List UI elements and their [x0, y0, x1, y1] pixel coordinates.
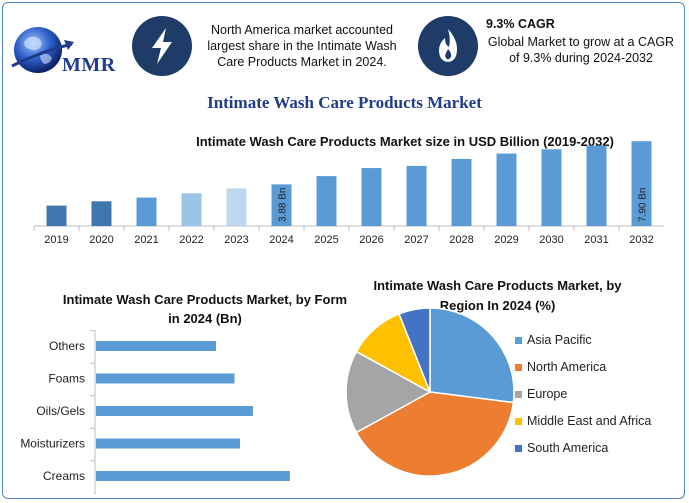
x-tick-label: 2030 [539, 234, 563, 246]
region-fact-text: North America market accounted largest s… [207, 23, 397, 69]
lightning-icon [152, 28, 172, 64]
bar-2028 [451, 158, 472, 226]
legend-label: Asia Pacific [527, 333, 592, 347]
cagr-title: 9.3% CAGR [486, 17, 555, 31]
pie-slice-north-america [355, 391, 515, 477]
bar-2024 [271, 184, 292, 226]
legend-label: North America [527, 360, 606, 374]
y-tick-label: Creams [43, 469, 85, 483]
legend-label: Middle East and Africa [527, 414, 651, 428]
x-tick-label: 2019 [44, 234, 68, 246]
logo-text: MMR [62, 54, 116, 76]
x-tick-label: 2024 [269, 234, 293, 246]
hbar-oils-gels [96, 406, 253, 416]
y-tick-label: Others [49, 339, 85, 353]
x-tick-label: 2031 [584, 234, 608, 246]
bar-2020 [91, 201, 112, 226]
bar-2031 [586, 145, 607, 226]
legend-swatch [515, 418, 522, 425]
x-tick-label: 2027 [404, 234, 428, 246]
form-hbar-chart: Others Foams Oils/Gels Moisturizers Creams [20, 330, 290, 495]
bar-2025 [316, 176, 337, 226]
x-tick-label: 2025 [314, 234, 338, 246]
bar-2030 [541, 149, 562, 226]
market-size-chart-title: Intimate Wash Care Products Market size … [196, 134, 614, 149]
bar-2023 [226, 188, 247, 226]
y-tick-label: Moisturizers [20, 437, 85, 451]
x-tick-label: 2021 [134, 234, 158, 246]
region-pie-title: Intimate Wash Care Products Market, by R… [373, 278, 622, 313]
globe-icon [11, 27, 74, 73]
flame-badge [418, 16, 478, 76]
x-tick-label: 2029 [494, 234, 518, 246]
region-pie-chart: Asia Pacific North America Europe Middle Ea… [345, 307, 651, 477]
data-label: 3.88 Bn [278, 188, 289, 222]
cagr-text: Global Market to grow at a CAGR of 9.3% … [487, 35, 675, 65]
legend-swatch [515, 337, 522, 344]
x-tick-label: 2026 [359, 234, 383, 246]
bar-2032 [631, 141, 652, 226]
pie-slice-south-america [398, 307, 431, 393]
legend-swatch [515, 364, 522, 371]
bar-2027 [406, 165, 427, 226]
lightning-badge [132, 16, 192, 76]
legend-swatch [515, 445, 522, 452]
y-tick-label: Foams [48, 372, 85, 386]
form-chart-title: Intimate Wash Care Products Market, by F… [62, 292, 348, 326]
hbar-foams [96, 373, 235, 384]
x-tick-label: 2023 [224, 234, 248, 246]
hbar-others [96, 341, 216, 351]
pie-slice-europe [345, 350, 432, 434]
main-title: Intimate Wash Care Products Market [207, 93, 482, 112]
y-tick-label: Oils/Gels [36, 404, 85, 418]
legend-swatch [515, 391, 522, 398]
legend-label: Europe [527, 387, 567, 401]
x-tick-label: 2028 [449, 234, 473, 246]
x-tick-label: 2022 [179, 234, 203, 246]
hbar-moisturizers [96, 438, 240, 449]
bar-2022 [181, 193, 202, 226]
x-tick-label: 2020 [89, 234, 113, 246]
logo [10, 22, 130, 82]
pie-slice-asia-pacific [429, 307, 515, 404]
bar-2019 [46, 205, 67, 226]
legend-label: South America [527, 441, 608, 455]
bar-2029 [496, 153, 517, 226]
hbar-creams [96, 471, 290, 481]
infographic-frame [2, 2, 685, 499]
bar-2026 [361, 168, 382, 226]
x-tick-label: 2032 [629, 234, 653, 246]
market-size-bar-chart: 2019 2020 2021 2022 2023 2024 3.88 Bn 2025 2026 2… [33, 141, 664, 246]
flame-icon [439, 29, 457, 62]
data-label: 7.90 Bn [638, 188, 649, 222]
bar-2021 [136, 197, 157, 226]
